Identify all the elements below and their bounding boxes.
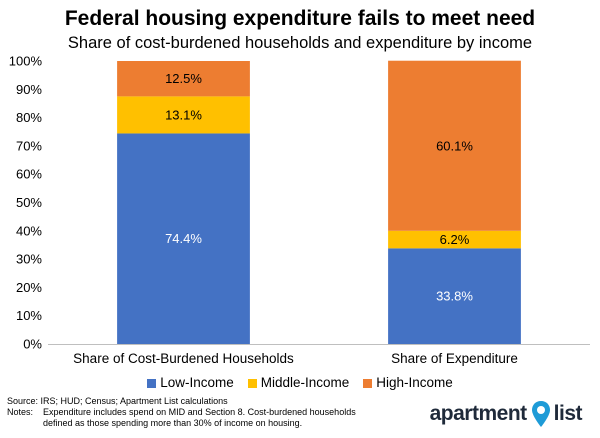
data-label: 74.4% [165, 231, 202, 246]
bar-segment-high-income [117, 61, 250, 97]
notes: Notes: Expenditure includes spend on MID … [7, 407, 407, 429]
y-tick-label: 20% [16, 280, 42, 295]
y-tick-label: 0% [23, 337, 42, 352]
y-tick-label: 50% [16, 195, 42, 210]
legend-label-low-income: Low-Income [160, 375, 234, 390]
y-tick-label: 80% [16, 110, 42, 125]
apartment-list-logo: apartment list [429, 398, 583, 430]
legend-item-middle-income: Middle-Income [247, 374, 350, 392]
data-label: 12.5% [165, 71, 202, 86]
data-label: 13.1% [165, 107, 202, 122]
source-note: Source: IRS; HUD; Census; Apartment List… [7, 396, 228, 406]
bar-segment-high-income [388, 60, 521, 231]
y-tick-label: 10% [16, 308, 42, 323]
legend-label-middle-income: Middle-Income [260, 375, 350, 390]
y-tick-label: 60% [16, 167, 42, 182]
data-label: 6.2% [440, 232, 470, 247]
stacked-bar-chart: 0% 10% 20% 30% 40% 50% 60% 70% 80% 90% 100% 74.4% 13… [9, 54, 590, 366]
legend-swatch-low-income [147, 378, 157, 388]
logo-text-left: apartment [429, 402, 528, 425]
x-category-label: Share of Expenditure [391, 351, 518, 366]
data-label: 33.8% [436, 289, 473, 304]
x-category-label: Share of Cost-Burdened Households [73, 351, 294, 366]
map-pin-icon [531, 401, 550, 427]
chart-subtitle: Share of cost-burdened households and ex… [67, 34, 533, 52]
y-tick-label: 30% [16, 252, 42, 267]
legend-item-low-income: Low-Income [147, 374, 234, 392]
y-tick-label: 100% [9, 54, 43, 69]
logo-text-right: list [553, 402, 583, 425]
bar-segment-low-income [117, 133, 250, 344]
legend-item-high-income: High-Income [363, 374, 453, 392]
y-tick-label: 90% [16, 82, 42, 97]
y-tick-label: 70% [16, 138, 42, 153]
y-tick-label: 40% [16, 223, 42, 238]
notes-label: Notes: [7, 407, 34, 417]
notes-text: Expenditure includes spend on MID and Se… [43, 407, 356, 428]
legend-swatch-middle-income [247, 378, 257, 388]
bar-segment-low-income [388, 248, 521, 344]
chart-title: Federal housing expenditure fails to mee… [64, 7, 536, 30]
bar-segment-middle-income [117, 96, 250, 134]
data-label: 60.1% [436, 138, 473, 153]
bar-segment-middle-income [388, 230, 521, 249]
legend-swatch-high-income [363, 378, 373, 388]
legend-label-high-income: High-Income [376, 375, 453, 390]
chart-legend: Low-Income Middle-Income High-Income [0, 374, 600, 392]
